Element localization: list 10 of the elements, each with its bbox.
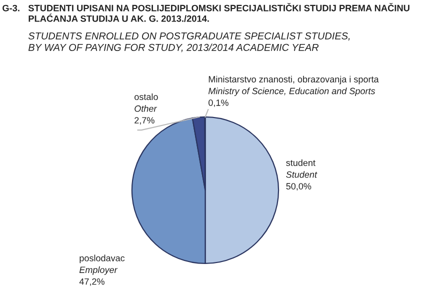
slice-label: poslodavac Employer (79, 254, 125, 275)
chart-subtitle: STUDENTS ENROLLED ON POSTGRADUATE SPECIALIST STUDIES, BY WAY OF PAYING FOR STUDY, 2013/2014 ACADEMIC YEAR (28, 32, 350, 52)
data-label: 50,0% (286, 183, 312, 191)
slice-label: Ministarstvo znanosti, obrazovanja i sporta Ministry of Science, Education and Sports (208, 76, 379, 96)
slice-label: student Student (286, 159, 318, 178)
data-label: 2,7% (134, 117, 154, 125)
data-label: 47,2% (79, 278, 104, 286)
chart-title: G-3. STUDENTI UPISANI NA POSLIJEDIPLOMSKI SPECIJALISTIČKI STUDIJ PREMA NAČINU PLAĆANJA STUDIJA U AK. G. 2013./2014. (2, 3, 410, 22)
slice-label: ostalo Other (134, 93, 158, 112)
data-label: 0,1% (208, 100, 228, 107)
